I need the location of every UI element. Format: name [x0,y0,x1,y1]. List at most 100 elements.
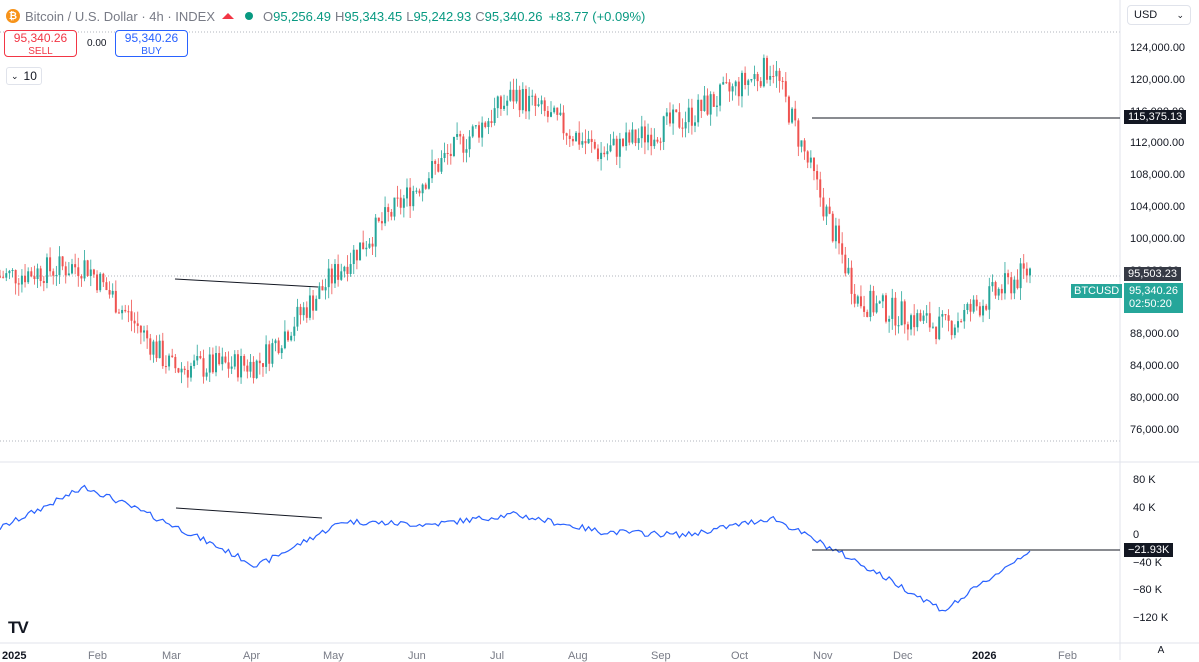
candle-body [405,187,408,199]
candle-body [894,297,897,326]
candle-body [296,306,299,327]
candle-body [853,293,856,304]
price-tick: 88,000.00 [1130,328,1179,341]
candle-body [606,151,609,155]
candle-body [308,295,311,318]
candle-body [471,126,474,137]
candle-body [1003,273,1006,294]
candle-body [634,129,637,144]
candle-body [553,107,556,113]
candle-body [978,306,981,316]
candle-body [96,274,99,291]
time-tick: Aug [568,650,588,662]
candle-body [86,260,89,277]
candle-body [52,271,55,276]
candle-body [33,276,36,280]
indicator-tick: −80 K [1133,584,1163,596]
candle-body [424,184,427,189]
flag-icon[interactable] [222,13,234,19]
candle-body [462,136,465,153]
symbol-header[interactable]: ₿ Bitcoin / U.S. Dollar · 4h · INDEX O95… [6,6,645,26]
candle-body [20,275,23,285]
trendline-indicator[interactable] [175,507,323,519]
candle-body [878,301,881,304]
time-tick: Jul [490,650,505,662]
candle-body [578,132,581,145]
candle-body [650,134,653,147]
candle-body [71,264,74,274]
candle-body [352,249,355,265]
indicator-toggle[interactable]: ⌄ 10 [6,67,42,85]
candle-body [377,217,380,222]
auto-scale-button[interactable]: A [1157,645,1165,656]
candle-body [99,273,102,291]
candle-body [734,81,737,87]
candle-body [859,296,862,307]
candle-body [640,126,643,139]
candle-body [143,330,146,333]
ray-indicator-label: −21.93K [1124,543,1174,557]
candle-body [531,95,534,97]
candle-body [152,341,155,355]
indicator-tick: 80 K [1133,474,1156,486]
candle-body [2,276,5,278]
indicator-tick: −120 K [1133,611,1169,624]
currency-select[interactable]: USD ⌄ [1127,5,1191,25]
sell-button[interactable]: 95,340.26 SELL [4,30,77,57]
high-value: H95,343.45 [334,8,403,24]
ray-price-label: 115,375.13 [1124,110,1187,124]
candle-body [888,318,891,322]
candle-body [825,206,828,217]
candle-body [0,276,1,278]
indicator-tick: 40 K [1133,501,1156,514]
candle-body [111,290,114,295]
buy-button[interactable]: 95,340.26 BUY [115,30,188,57]
candle-body [960,321,963,323]
candle-body [199,356,202,359]
candle-body [521,89,524,111]
candle-body [224,356,227,363]
indicator-toggle-label: 10 [23,69,37,83]
candle-body [659,141,662,143]
candle-body [637,138,640,144]
candle-body [972,299,975,312]
candle-body [1000,288,1003,294]
symbol-title[interactable]: Bitcoin / U.S. Dollar · 4h · INDEX [25,8,215,24]
candle-body [312,295,315,311]
candle-body [305,307,308,318]
candle-body [1019,263,1022,289]
candle-body [740,72,743,97]
candle-body [1025,268,1028,276]
low-value: L95,242.93 [406,8,472,24]
candle-body [841,243,844,255]
tradingview-logo[interactable]: TV [8,618,29,637]
candle-body [725,82,728,84]
candle-body [208,354,211,373]
candle-body [524,89,527,112]
time-tick: Mar [162,650,181,662]
candle-body [593,141,596,149]
trendline-price[interactable] [174,278,319,288]
candle-body [816,171,819,180]
candle-body [102,273,105,283]
candle-body [324,287,327,291]
candle-body [384,207,387,224]
candle-body [694,122,697,126]
candle-body [546,110,549,117]
close-value: C95,340.26 [475,8,543,24]
candle-body [121,309,124,314]
candle-body [449,153,452,156]
candle-body [612,138,615,146]
candle-body [800,140,803,147]
candle-body [427,178,430,189]
candle-body [931,326,934,328]
candle-body [603,152,606,155]
candle-body [374,217,377,247]
time-tick: Dec [893,650,913,662]
candle-body [155,341,158,359]
candle-body [678,112,681,128]
candle-body [74,264,77,268]
price-tick: 120,000.00 [1130,73,1186,86]
candle-body [258,360,261,364]
